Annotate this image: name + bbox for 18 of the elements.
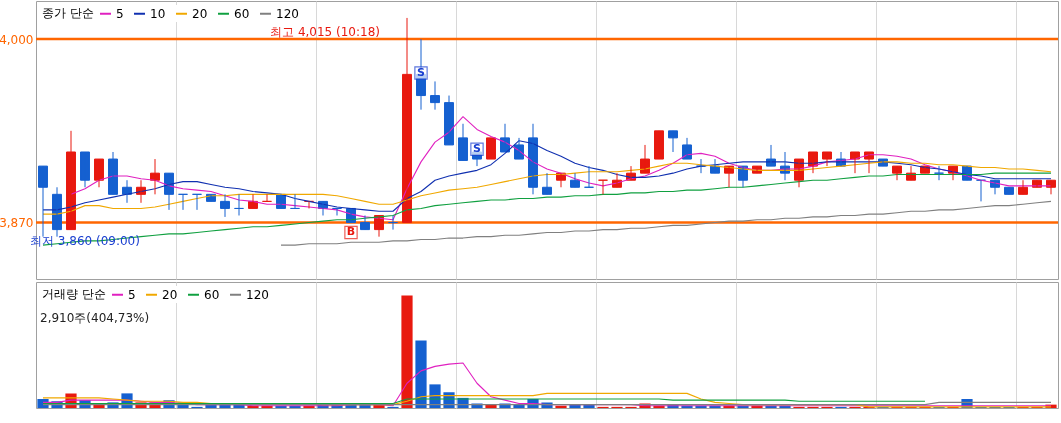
- annotation: 최고 4,015 (10:18): [270, 25, 380, 39]
- legend-label: 10: [150, 6, 166, 21]
- legend-title: 거래량 단순: [42, 287, 106, 301]
- legend-label: 120: [246, 287, 269, 302]
- y-tick-label: 4,000: [0, 32, 34, 47]
- legend-label: 60: [234, 6, 250, 21]
- legend-label: 120: [276, 6, 299, 21]
- data-label: S: [417, 65, 426, 79]
- data-label: S: [473, 142, 482, 156]
- y-tick-label: 3,870: [0, 216, 34, 231]
- legend-label: 5: [116, 6, 124, 21]
- legend-label: 20: [162, 287, 178, 302]
- legend-label: 60: [204, 287, 220, 302]
- annotation: 2,910주(404,73%): [40, 311, 150, 325]
- legend-label: 5: [128, 287, 136, 302]
- legend-label: 20: [192, 6, 208, 21]
- data-label: B: [346, 225, 356, 239]
- legend-title: 종가 단순: [42, 6, 94, 20]
